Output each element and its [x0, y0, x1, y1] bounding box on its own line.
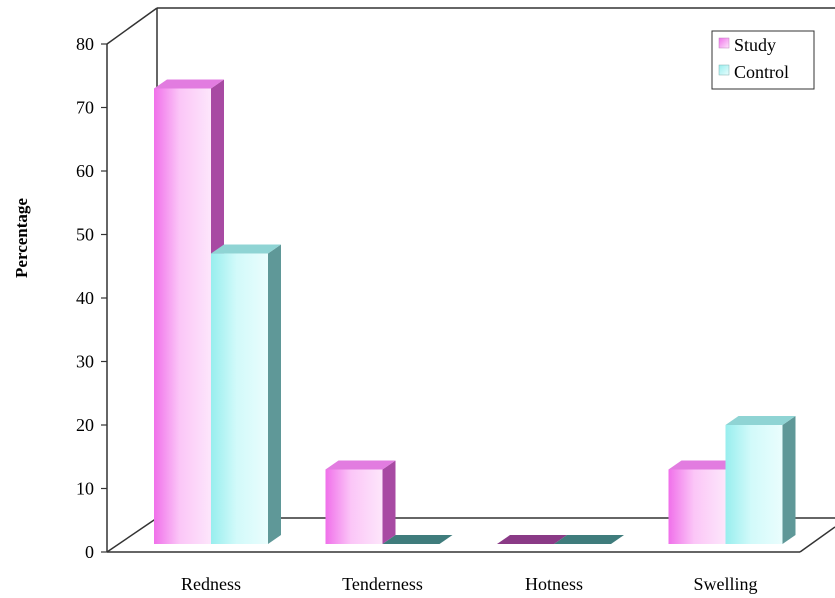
x-tick-label: Tenderness: [342, 574, 423, 594]
x-axis-labels: Redness Tenderness Hotness Swelling: [181, 574, 758, 594]
bar-control-swelling: [725, 416, 796, 544]
bar-top: [211, 244, 281, 254]
bar-top: [497, 535, 567, 544]
bar-side: [382, 460, 396, 544]
y-tick-label: 20: [76, 415, 94, 435]
bars: [154, 79, 796, 545]
x-tick-label: Hotness: [525, 574, 583, 594]
x-tick-label: Swelling: [693, 574, 757, 594]
y-tick-label: 30: [76, 352, 94, 372]
floor-left-edge: [106, 517, 158, 553]
y-tick-label: 60: [76, 161, 94, 181]
bar-front: [325, 469, 383, 544]
y-ticks: 0 10 20 30 40 50 60 70 80: [76, 34, 107, 562]
y-axis-title: Percentage: [12, 198, 31, 278]
bar-top: [382, 535, 453, 544]
y-tick-label: 70: [76, 98, 94, 118]
bar-top: [325, 460, 396, 470]
legend: Study Control: [711, 30, 815, 90]
bar-control-redness: [211, 244, 281, 545]
bar-study-hotness: [497, 535, 567, 544]
floor-right-edge: [799, 526, 835, 553]
legend-label-study: Study: [734, 35, 776, 55]
y-axis: 0 10 20 30 40 50 60 70 80 Percentage: [12, 34, 108, 562]
bar-top: [154, 79, 224, 89]
y-tick-label: 10: [76, 479, 94, 499]
bar-top: [554, 535, 624, 544]
y-tick-label: 40: [76, 288, 94, 308]
bar-study-tenderness: [325, 460, 396, 544]
bar-control-tenderness: [382, 535, 453, 544]
legend-swatch-study: [718, 37, 730, 49]
y-tick-label: 0: [85, 542, 94, 562]
y-tick-label: 80: [76, 34, 94, 54]
bar-front: [668, 469, 726, 544]
bar-control-hotness: [554, 535, 624, 544]
bar-front: [725, 425, 783, 544]
side-wall-top: [106, 7, 158, 45]
bar-front: [211, 253, 268, 545]
y-tick-label: 50: [76, 225, 94, 245]
bar-side: [268, 244, 281, 545]
bar-top: [725, 416, 796, 425]
x-tick-label: Redness: [181, 574, 241, 594]
legend-swatch-control: [718, 64, 730, 76]
bar-side: [782, 416, 796, 544]
bar-top: [668, 460, 739, 470]
bar-front: [154, 88, 211, 544]
legend-label-control: Control: [734, 62, 789, 82]
